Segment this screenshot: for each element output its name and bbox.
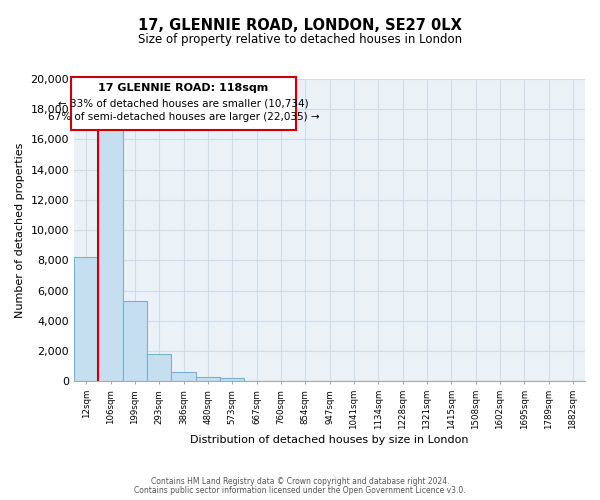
- Bar: [74, 258, 98, 382]
- Text: 67% of semi-detached houses are larger (22,035) →: 67% of semi-detached houses are larger (…: [48, 112, 319, 122]
- Text: 17 GLENNIE ROAD: 118sqm: 17 GLENNIE ROAD: 118sqm: [98, 83, 269, 93]
- Bar: [147, 354, 172, 382]
- Text: Size of property relative to detached houses in London: Size of property relative to detached ho…: [138, 32, 462, 46]
- X-axis label: Distribution of detached houses by size in London: Distribution of detached houses by size …: [190, 435, 469, 445]
- Y-axis label: Number of detached properties: Number of detached properties: [15, 142, 25, 318]
- Text: Contains HM Land Registry data © Crown copyright and database right 2024.: Contains HM Land Registry data © Crown c…: [151, 477, 449, 486]
- Text: Contains public sector information licensed under the Open Government Licence v3: Contains public sector information licen…: [134, 486, 466, 495]
- Text: ← 33% of detached houses are smaller (10,734): ← 33% of detached houses are smaller (10…: [58, 98, 309, 108]
- Bar: [98, 130, 123, 382]
- Bar: [123, 302, 147, 382]
- Bar: [220, 378, 244, 382]
- Bar: [172, 372, 196, 382]
- Bar: [196, 378, 220, 382]
- Text: 17, GLENNIE ROAD, LONDON, SE27 0LX: 17, GLENNIE ROAD, LONDON, SE27 0LX: [138, 18, 462, 32]
